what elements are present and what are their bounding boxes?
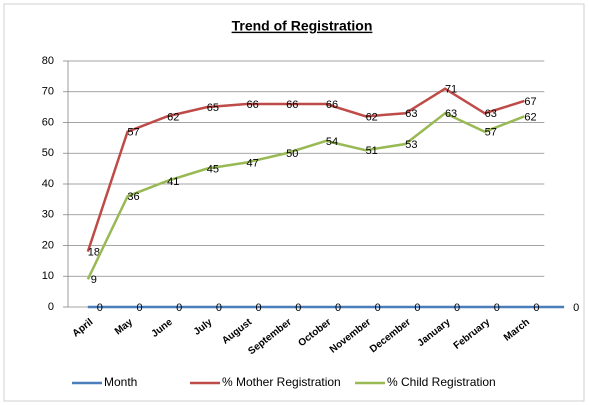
data-label: 0 [375, 302, 381, 314]
series-line [86, 87, 525, 253]
data-label: 36 [127, 191, 139, 203]
y-tick-label: 50 [42, 147, 54, 159]
y-tick-label: 60 [42, 116, 54, 128]
data-label: 18 [88, 247, 100, 259]
data-label: 0 [97, 302, 103, 314]
data-label: 50 [286, 148, 298, 160]
data-label: 0 [176, 302, 182, 314]
legend-label: % Mother Registration [222, 375, 341, 389]
y-tick-label: 10 [42, 270, 54, 282]
data-label: 57 [127, 127, 139, 139]
data-label: 0 [216, 302, 222, 314]
y-tick-label: 70 [42, 86, 54, 98]
data-label: 63 [485, 108, 497, 120]
y-tick-label: 80 [42, 55, 54, 67]
data-label: 57 [485, 127, 497, 139]
data-label: 62 [524, 111, 536, 123]
y-tick-label: 30 [42, 209, 54, 221]
data-label: 41 [167, 176, 179, 188]
data-label: 0 [454, 302, 460, 314]
data-label: 71 [445, 84, 457, 96]
legend-label: Month [104, 375, 137, 389]
data-label: 63 [445, 108, 457, 120]
data-label: 66 [326, 99, 338, 111]
y-tick-label: 40 [42, 178, 54, 190]
data-label: 0 [335, 302, 341, 314]
data-label: 66 [286, 99, 298, 111]
data-label: 62 [366, 111, 378, 123]
data-label: 63 [405, 108, 417, 120]
y-tick-label: 0 [48, 301, 54, 313]
data-label: 62 [167, 111, 179, 123]
series-line [86, 111, 525, 280]
chart-title: Trend of Registration [232, 18, 373, 34]
data-label: 0 [256, 302, 262, 314]
data-label: 54 [326, 136, 338, 148]
data-label: 66 [246, 99, 258, 111]
data-label: 9 [91, 274, 97, 286]
data-label: 0 [295, 302, 301, 314]
legend-label: % Child Registration [387, 375, 496, 389]
chart-border [3, 3, 585, 402]
data-label: 0 [533, 302, 539, 314]
data-label: 45 [207, 164, 219, 176]
data-label: 0 [573, 302, 579, 314]
data-label: 47 [246, 157, 258, 169]
y-tick-label: 20 [42, 239, 54, 251]
data-label: 65 [207, 102, 219, 114]
data-label: 67 [524, 96, 536, 108]
data-label: 0 [494, 302, 500, 314]
data-label: 0 [414, 302, 420, 314]
data-label: 0 [136, 302, 142, 314]
data-label: 53 [405, 139, 417, 151]
data-label: 51 [366, 145, 378, 157]
